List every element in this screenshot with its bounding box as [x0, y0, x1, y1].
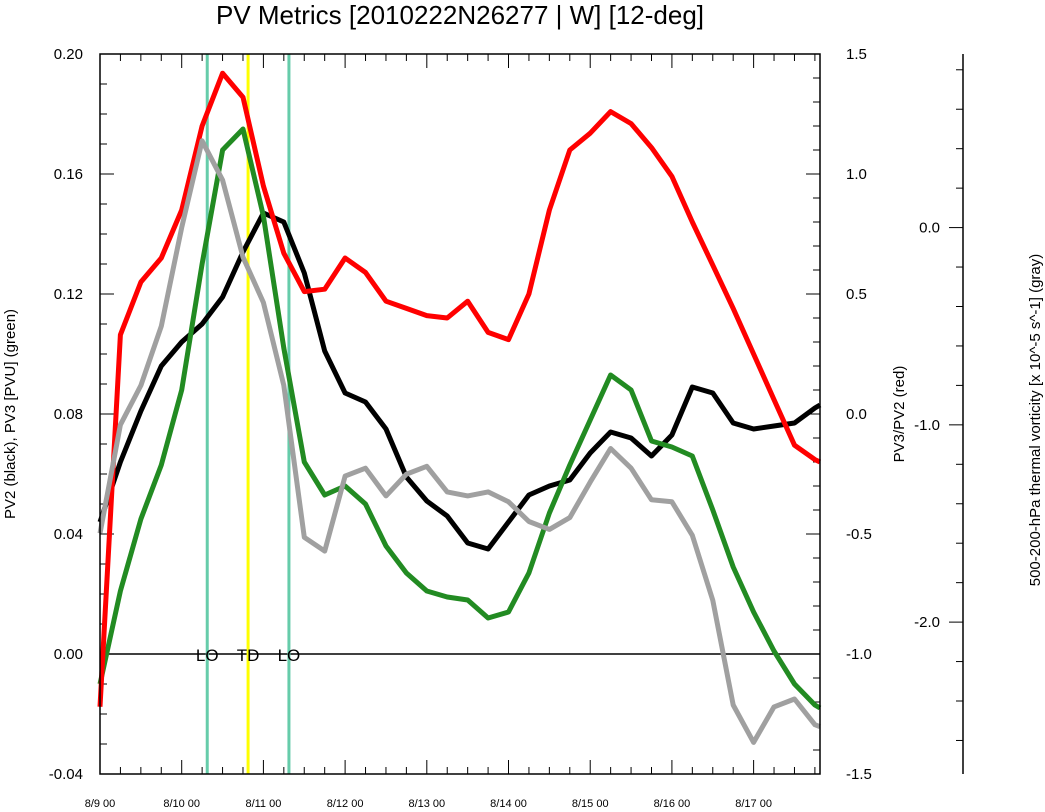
y-tick-label-right: 0.0	[846, 406, 867, 423]
y-tick-label-right: -1.5	[846, 766, 872, 783]
x-tick-label: 8/17 00	[735, 798, 772, 810]
y-tick-label-left: 0.00	[54, 646, 83, 663]
series-line	[97, 70, 822, 707]
x-tick-label: 8/15 00	[572, 798, 609, 810]
series-line	[97, 210, 822, 552]
y-tick-label-right: -0.5	[846, 526, 872, 543]
y-tick-label-right: 0.5	[846, 286, 867, 303]
plot-frame	[99, 53, 964, 775]
x-tick-label: 8/12 00	[327, 798, 364, 810]
y-tick-label-left: 0.04	[54, 526, 83, 543]
tick-labels: -0.04 0.00 0.04 0.08 0.12 0.16 0.20 -1.5 -1.0 -0.…	[49, 46, 940, 810]
y-tick-label-right: 1.0	[846, 166, 867, 183]
y-axis-label-far-right: 500-200-hPa thermal vorticity [x 10^-5 s…	[1027, 254, 1044, 587]
series-lines	[97, 70, 822, 745]
x-tick-label: 8/16 00	[654, 798, 691, 810]
event-marker-label: LO	[196, 646, 219, 665]
x-tick-label: 8/13 00	[408, 798, 445, 810]
y-tick-label-left: 0.20	[54, 46, 83, 63]
x-tick-label: 8/14 00	[490, 798, 527, 810]
y-tick-label-left: 0.08	[54, 406, 83, 423]
y-tick-label-right: 1.5	[846, 46, 867, 63]
y-tick-label-far-right: -1.0	[914, 417, 940, 434]
y-axis-label-left: PV2 (black), PV3 [PVU] (green)	[2, 309, 19, 519]
x-tick-label: 8/9 00	[85, 798, 116, 810]
x-tick-label: 8/10 00	[163, 798, 200, 810]
event-marker-label: LO	[278, 646, 301, 665]
y-tick-label-far-right: -2.0	[914, 614, 940, 631]
y-tick-label-left: 0.12	[54, 286, 83, 303]
chart-title: PV Metrics [2010222N26277 | W] [12-deg]	[216, 0, 704, 30]
x-tick-label: 8/11 00	[245, 798, 281, 810]
y-tick-label-far-right: 0.0	[919, 220, 940, 237]
series-line	[97, 126, 822, 711]
event-marker-label: TD	[237, 646, 260, 665]
y-axis-label-right: PV3/PV2 (red)	[891, 366, 908, 463]
y-tick-label-left: 0.16	[54, 166, 83, 183]
y-tick-label-left: -0.04	[49, 766, 83, 783]
plot-border	[99, 53, 821, 775]
y-tick-label-right: -1.0	[846, 646, 872, 663]
series-line	[97, 138, 821, 745]
axis-ticks	[99, 53, 963, 775]
